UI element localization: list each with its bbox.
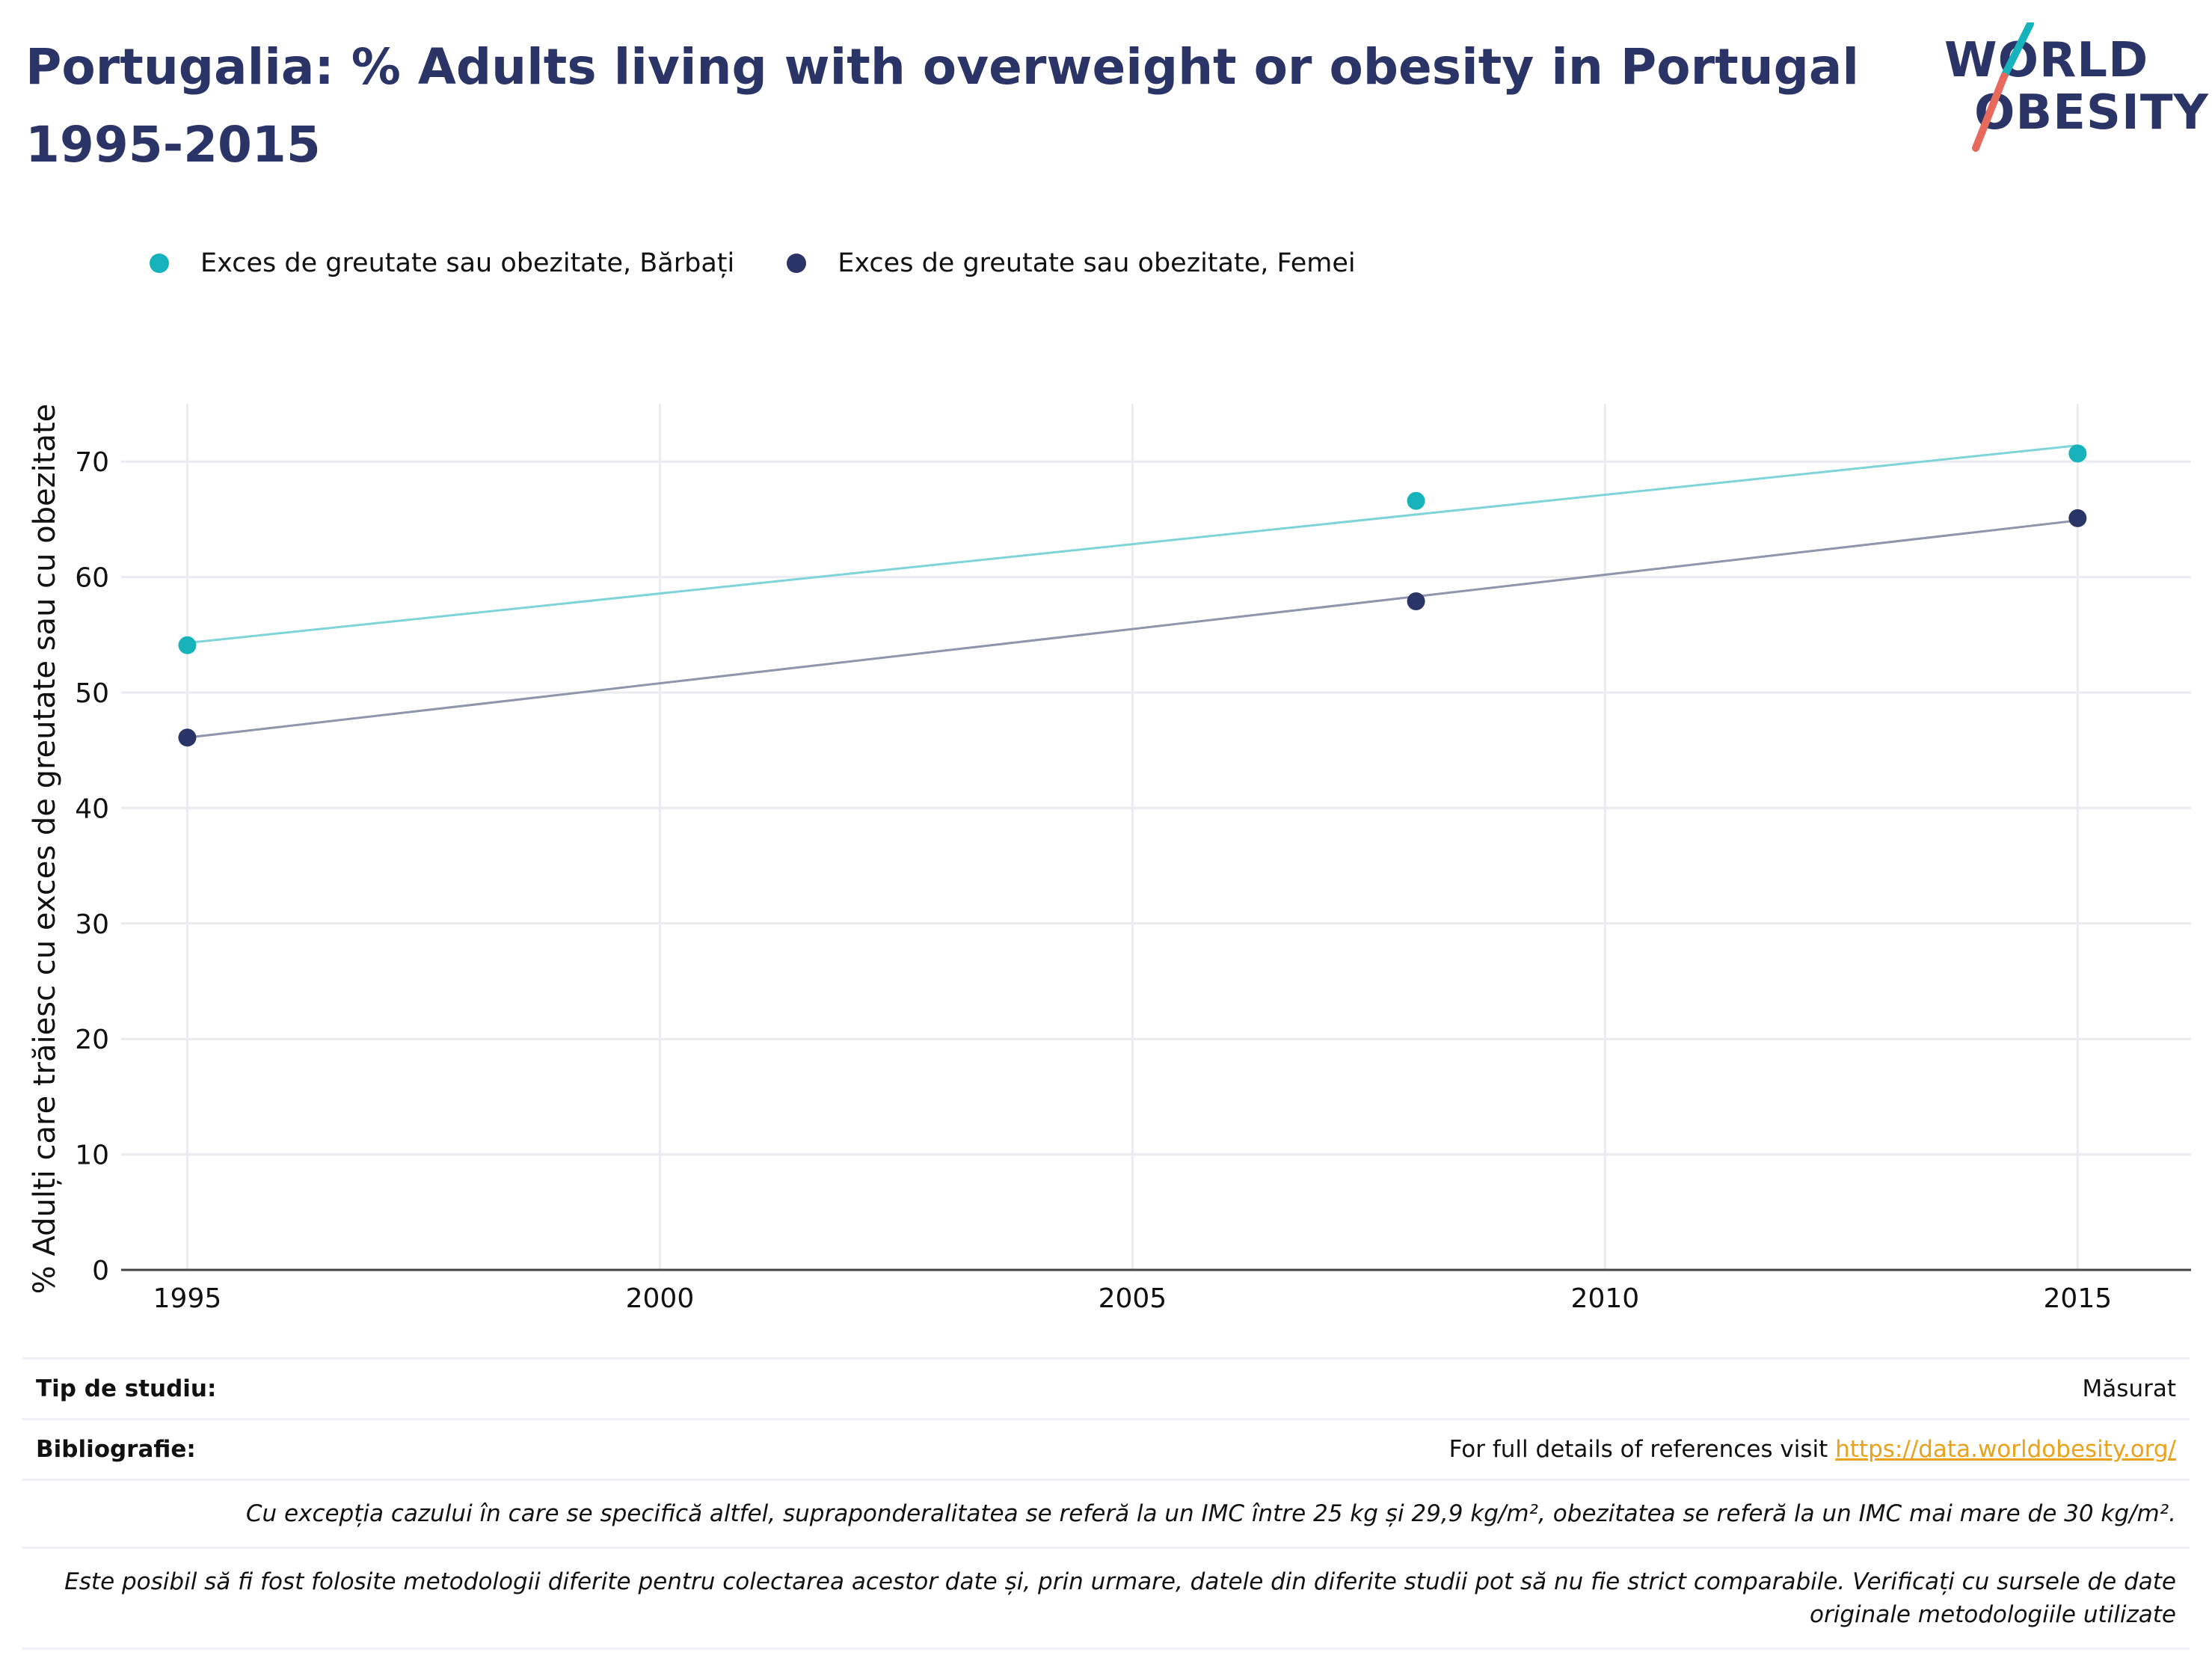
bibliography-info: For full details of references visit htt…: [1449, 1436, 2176, 1463]
x-tick-label: 2000: [626, 1283, 695, 1314]
legend-marker-women: [787, 254, 807, 273]
bibliography-text: For full details of references visit: [1448, 1436, 1836, 1463]
legend-label-women: Exces de greutate sau obezitate, Femei: [838, 248, 1356, 278]
study-type-label: Tip de studiu:: [36, 1375, 217, 1402]
legend-marker-men: [150, 254, 169, 273]
y-tick-label: 20: [75, 1025, 109, 1055]
x-tick-label: 2005: [1099, 1283, 1167, 1314]
methodology-note: Este posibil să fi fost folosite metodol…: [22, 1547, 2190, 1650]
study-type-row: Tip de studiu: Măsurat: [22, 1357, 2190, 1418]
bibliography-link[interactable]: https://data.worldobesity.org/: [1835, 1436, 2176, 1463]
page-title: Portugalia: % Adults living with overwei…: [25, 28, 1895, 184]
title-line-1: Portugalia: % Adults living with overwei…: [25, 38, 1860, 96]
logo-slash-icon: [1972, 22, 2034, 152]
x-tick-label: 2010: [1571, 1283, 1640, 1314]
data-point-women: [1407, 592, 1425, 611]
title-line-2: 1995-2015: [25, 116, 321, 174]
chart-legend: Exces de greutate sau obezitate, Bărbați…: [150, 247, 1408, 280]
scatter-chart: 0 10 20 30 40 50 60 70 1995 2000 2005 2010 2015: [75, 404, 2191, 1314]
y-tick-label: 70: [75, 447, 109, 478]
y-tick-label: 30: [75, 909, 109, 940]
x-tick-label: 1995: [153, 1283, 222, 1314]
bibliography-label: Bibliografie:: [36, 1436, 196, 1463]
definition-note: Cu excepția cazului în care se specifică…: [22, 1479, 2190, 1547]
logo-word-obesity: OBESITY: [1974, 85, 2209, 141]
world-obesity-logo: WORLD OBESITY: [1944, 22, 2208, 157]
logo-word-world: WORLD: [1944, 33, 2149, 88]
trend-line-men: [187, 444, 2078, 645]
data-point-men: [178, 636, 197, 654]
legend-item-men: Exces de greutate sau obezitate, Bărbați: [150, 248, 734, 278]
legend-label-men: Exces de greutate sau obezitate, Bărbați: [200, 248, 735, 278]
data-point-men: [1407, 491, 1425, 510]
bibliography-row: Bibliografie: For full details of refere…: [22, 1418, 2190, 1479]
y-axis-label: % Adulți care trăiesc cu exces de greuta…: [28, 403, 62, 1295]
data-point-men: [2068, 444, 2087, 463]
y-tick-label: 10: [75, 1141, 109, 1171]
y-tick-label: 50: [75, 678, 109, 709]
data-point-women: [2068, 509, 2087, 527]
data-point-women: [178, 728, 197, 747]
study-type-value: Măsurat: [2082, 1375, 2176, 1402]
y-tick-label: 0: [92, 1256, 109, 1286]
x-tick-label: 2015: [2044, 1283, 2113, 1314]
legend-item-women: Exces de greutate sau obezitate, Femei: [787, 248, 1356, 278]
y-tick-label: 40: [75, 794, 109, 824]
trend-line-women: [187, 519, 2078, 739]
y-tick-label: 60: [75, 563, 109, 594]
chart-footer: Tip de studiu: Măsurat Bibliografie: For…: [22, 1357, 2190, 1650]
